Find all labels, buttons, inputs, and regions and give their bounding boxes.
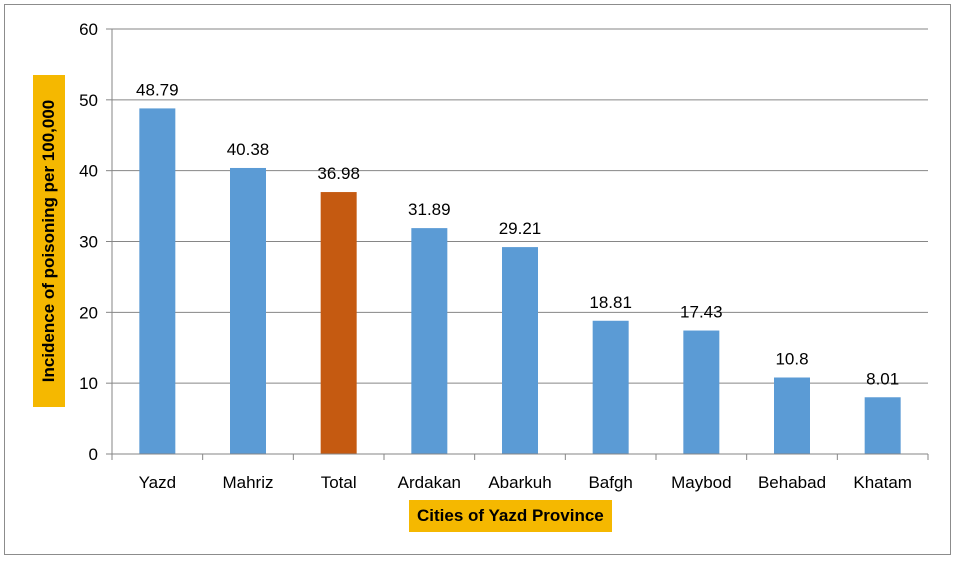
x-tick-label-mahriz: Mahriz (222, 473, 273, 492)
y-tick-label: 50 (79, 91, 98, 110)
axes (111, 29, 928, 455)
x-axis-ticks: Yazd Mahriz Total Ardakan Abarkuh Bafgh Maybod… (111, 454, 929, 492)
bar-ardakan (411, 228, 448, 454)
x-tick-label-khatam: Khatam (853, 473, 912, 492)
bar-behabad (774, 377, 810, 454)
bar-bafgh (592, 320, 629, 454)
data-label-mahriz: 40.38 (227, 140, 270, 159)
bar-khatam (864, 397, 901, 454)
x-tick-label-yazd: Yazd (139, 473, 177, 492)
y-axis-label-box (33, 75, 65, 407)
y-tick-label: 10 (79, 374, 98, 393)
data-label-ardakan: 31.89 (408, 200, 451, 219)
bar-total (320, 192, 357, 454)
x-tick-label-bafgh: Bafgh (588, 473, 632, 492)
y-tick-label: 20 (79, 303, 98, 322)
bar-yazd (139, 108, 176, 454)
x-axis-label-box: Cities of Yazd Province (409, 500, 612, 532)
data-label-yazd: 48.79 (136, 80, 179, 99)
y-axis-label: Incidence of poisoning per 100,000 (39, 99, 58, 383)
data-label-bafgh: 18.81 (589, 293, 632, 312)
x-tick-label-behabad: Behabad (758, 473, 826, 492)
data-label-behabad: 10.8 (775, 350, 808, 369)
y-tick-label: 40 (79, 162, 98, 181)
bar-mahriz (230, 167, 266, 454)
data-label-abarkuh: 29.21 (499, 219, 542, 238)
bar-abarkuh (502, 247, 538, 454)
y-tick-label: 0 (89, 445, 98, 464)
x-tick-label-maybod: Maybod (671, 473, 731, 492)
x-tick-label-total: Total (321, 473, 357, 492)
x-axis-label: Cities of Yazd Province (417, 506, 604, 525)
y-tick-label: 60 (79, 20, 98, 39)
data-label-maybod: 17.43 (680, 303, 723, 322)
x-tick-label-abarkuh: Abarkuh (488, 473, 551, 492)
data-labels: 48.79 40.38 36.98 31.89 29.21 18.81 17.43 10.8 8… (136, 80, 899, 388)
y-axis-ticks: 0 10 20 30 40 50 60 (79, 20, 112, 464)
y-tick-label: 30 (79, 233, 98, 252)
bars (139, 108, 901, 454)
bar-maybod (683, 330, 720, 454)
x-tick-label-ardakan: Ardakan (398, 473, 461, 492)
data-label-khatam: 8.01 (866, 369, 899, 388)
data-label-total: 36.98 (317, 164, 360, 183)
